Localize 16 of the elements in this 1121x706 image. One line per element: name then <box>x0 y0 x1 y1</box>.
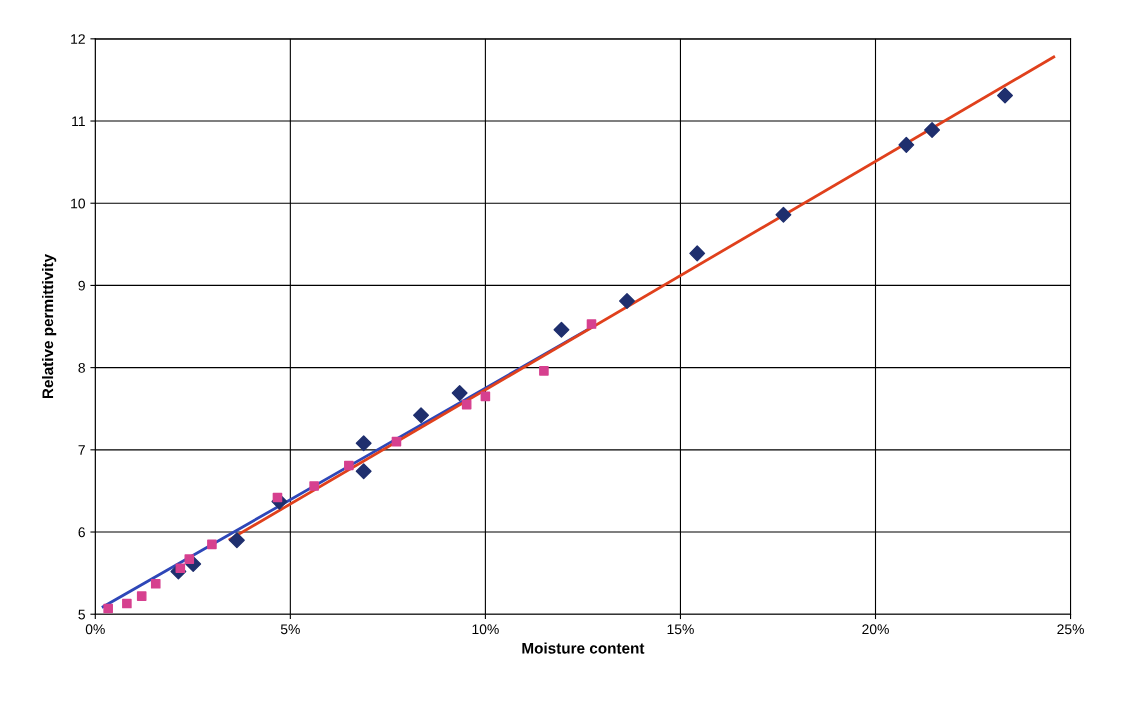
y-tick-label: 5 <box>78 609 85 620</box>
y-tick-label: 10 <box>71 198 86 209</box>
y-tick-label: 9 <box>78 280 85 291</box>
x-axis-title: Moisture content <box>522 642 645 654</box>
x-tick-label: 10% <box>472 624 499 635</box>
y-tick-label: 6 <box>78 527 85 538</box>
y-tick-label: 12 <box>71 34 85 44</box>
y-tick-label: 8 <box>78 362 85 373</box>
x-tick-label: 5% <box>280 624 300 635</box>
y-axis-title: Relative permittivity <box>41 254 57 399</box>
y-tick-label: 11 <box>72 116 85 127</box>
y-tick-label: 7 <box>78 445 85 455</box>
x-tick-label: 0% <box>85 624 105 635</box>
x-tick-label: 20% <box>862 624 889 635</box>
x-tick-label: 25% <box>1057 624 1084 635</box>
x-tick-label: 15% <box>667 624 694 635</box>
